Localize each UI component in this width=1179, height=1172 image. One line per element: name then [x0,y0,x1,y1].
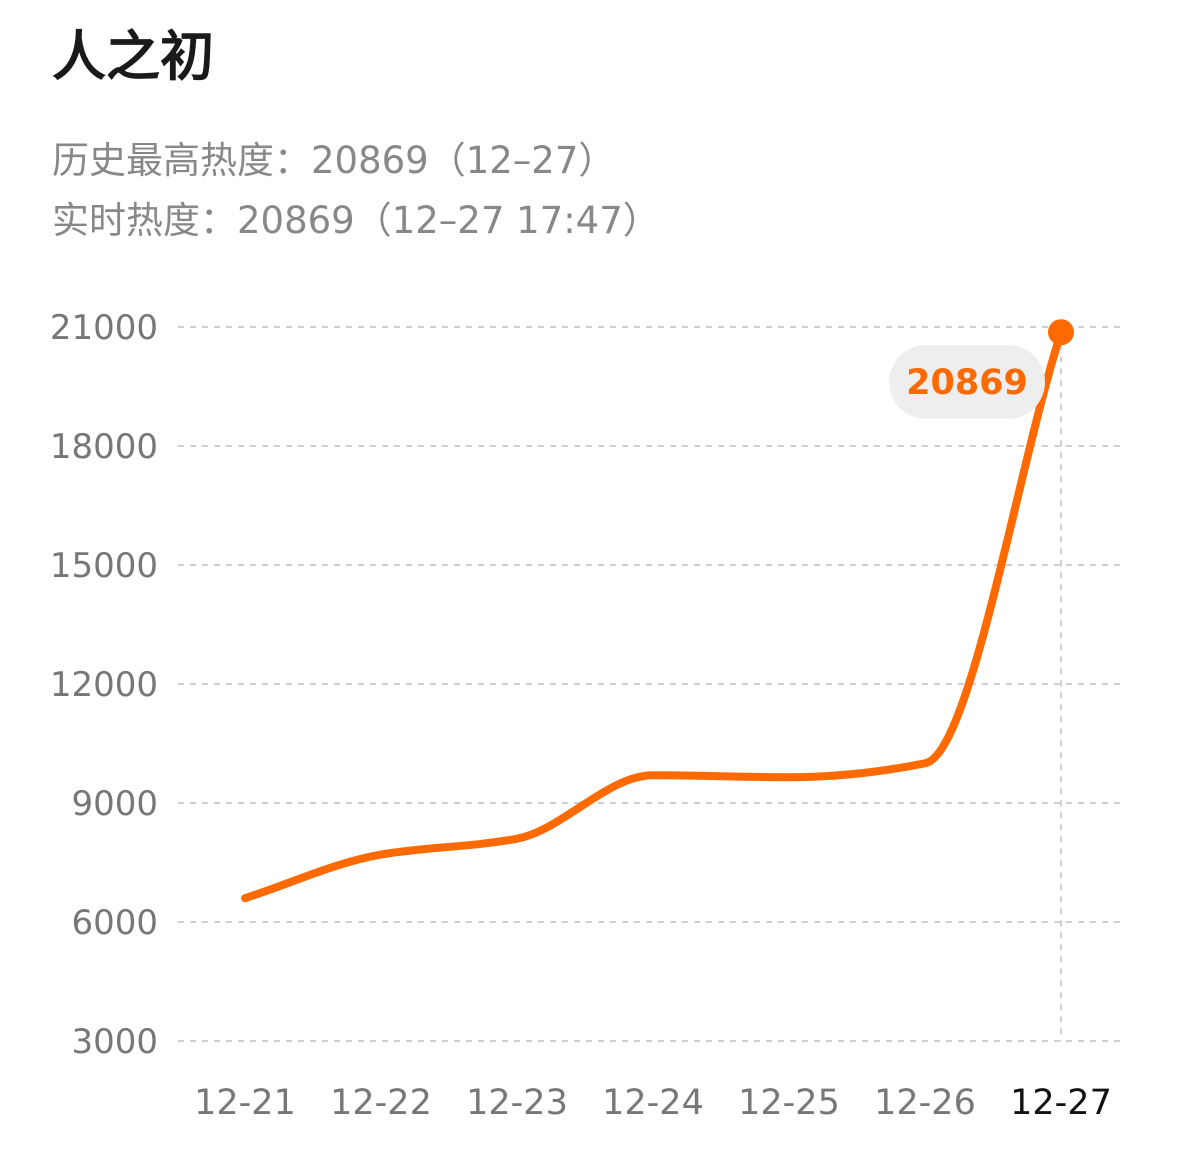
x-tick-label: 12-21 [194,1083,296,1123]
live-heat-stat: 实时热度：20869（12–27 17:47） [52,199,660,242]
x-tick-label: 12-27 [1010,1083,1112,1123]
grid-lines [178,326,1124,1042]
peak-heat-stat: 历史最高热度：20869（12–27） [52,139,616,182]
heat-series-line [241,328,1065,903]
y-tick-label: 6000 [71,903,158,943]
value-bubble-label: 20869 [906,363,1028,403]
x-axis-ticks: 12-21 12-22 12-23 12-24 12-25 12-26 12-27 [194,1083,1112,1123]
y-tick-label: 15000 [50,546,158,586]
y-axis-ticks: 3000 6000 9000 12000 15000 18000 21000 [50,308,158,1062]
chart-title: 人之初 [52,25,214,88]
y-tick-label: 12000 [50,665,158,705]
x-tick-label: 12-23 [466,1083,568,1123]
series-layer [241,328,1065,903]
y-tick-label: 9000 [71,784,158,824]
y-tick-label: 18000 [50,427,158,467]
highlight-point[interactable] [1048,319,1074,346]
y-tick-label: 3000 [71,1022,158,1062]
value-bubble [889,345,1045,419]
highlight-marker-layer: 20869 [889,319,1074,419]
y-tick-label: 21000 [50,308,158,348]
x-tick-label: 12-24 [602,1083,704,1123]
x-tick-label: 12-26 [874,1083,976,1123]
x-tick-label: 12-25 [738,1083,840,1123]
x-tick-label: 12-22 [330,1083,432,1123]
